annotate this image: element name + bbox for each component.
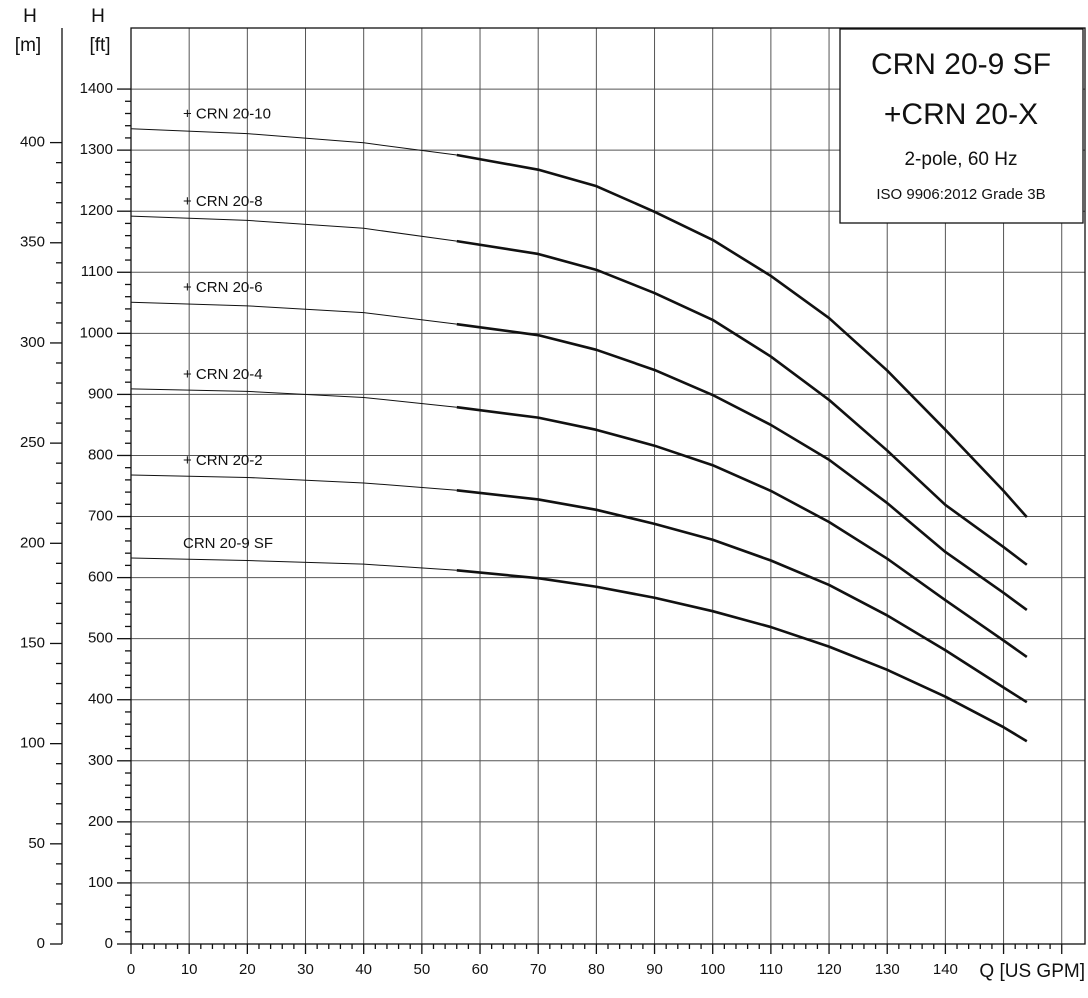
x-tick-label: 80 [588, 961, 605, 978]
curve-thin [130, 388, 457, 408]
y-tick-label: 300 [88, 752, 113, 769]
y-tick-label: 1000 [80, 324, 113, 341]
curve-thin [130, 215, 457, 242]
y-tick-label: 1100 [81, 263, 113, 280]
x-tick-label: 90 [646, 961, 663, 978]
x-tick-label: 140 [933, 961, 958, 978]
y2-tick-label: 150 [20, 634, 45, 651]
curve-label: + CRN 20-8 [183, 193, 263, 210]
curve-label: + CRN 20-6 [183, 279, 263, 296]
y-tick-label: 500 [88, 630, 113, 647]
curve-label: + CRN 20-4 [183, 366, 263, 383]
curve-thin [130, 301, 457, 325]
y-tick-label: 700 [88, 508, 113, 525]
info-box [839, 28, 1084, 224]
box-title: CRN 20-9 SF [871, 48, 1051, 81]
curve-thin [130, 557, 457, 571]
x-tick-label: 120 [817, 961, 842, 978]
y2-axis-title: [m] [15, 35, 41, 56]
curve-label: + CRN 20-2 [183, 452, 263, 469]
curve-thin [130, 474, 457, 491]
x-tick-label: 0 [127, 961, 135, 978]
curve-thick [456, 239, 1028, 566]
curve-label: + CRN 20-10 [183, 106, 271, 123]
y-tick-label: 100 [88, 874, 113, 891]
x-tick-label: 110 [759, 961, 783, 978]
box-text: ISO 9906:2012 Grade 3B [876, 186, 1045, 203]
y-tick-label: 200 [88, 813, 113, 830]
y2-axis-title: H [23, 6, 37, 27]
y-axis-title: H [91, 6, 105, 27]
curve-thick [456, 153, 1028, 519]
y-tick-label: 400 [88, 691, 113, 708]
x-tick-label: 20 [239, 961, 256, 978]
x-tick-label: 70 [530, 961, 547, 978]
curve-thick [456, 488, 1028, 704]
y2-tick-label: 0 [37, 935, 45, 952]
box-text: 2-pole, 60 Hz [904, 149, 1017, 170]
y-tick-label: 0 [105, 935, 113, 952]
x-tick-label: 40 [355, 961, 372, 978]
x-tick-label: 60 [472, 961, 489, 978]
plot-frame [130, 27, 1086, 945]
x-tick-label: 50 [414, 961, 431, 978]
x-axis-title: Q [US GPM] [979, 961, 1085, 982]
y2-tick-label: 100 [20, 735, 45, 752]
y2-tick-label: 50 [28, 835, 45, 852]
x-tick-label: 100 [700, 961, 725, 978]
y-tick-label: 1300 [80, 141, 113, 158]
curve-thin [130, 128, 457, 156]
x-tick-label: 130 [875, 961, 900, 978]
y-tick-label: 800 [88, 446, 113, 463]
y-tick-label: 1400 [80, 80, 113, 97]
y-tick-label: 900 [88, 385, 113, 402]
box-subtitle: +CRN 20-X [884, 98, 1038, 131]
y2-tick-label: 250 [20, 434, 45, 451]
curve-thick [456, 322, 1028, 612]
y2-tick-label: 200 [20, 534, 45, 551]
y-axis-title: [ft] [89, 35, 110, 56]
curve-thick [456, 568, 1028, 743]
y2-tick-label: 300 [20, 334, 45, 351]
y2-tick-label: 400 [20, 134, 45, 151]
curve-label: CRN 20-9 SF [183, 535, 273, 552]
y2-tick-label: 350 [20, 234, 45, 251]
y-tick-label: 600 [88, 569, 113, 586]
curve-thick [456, 405, 1028, 659]
y-tick-label: 1200 [80, 202, 113, 219]
x-tick-label: 30 [297, 961, 314, 978]
x-tick-label: 10 [181, 961, 198, 978]
